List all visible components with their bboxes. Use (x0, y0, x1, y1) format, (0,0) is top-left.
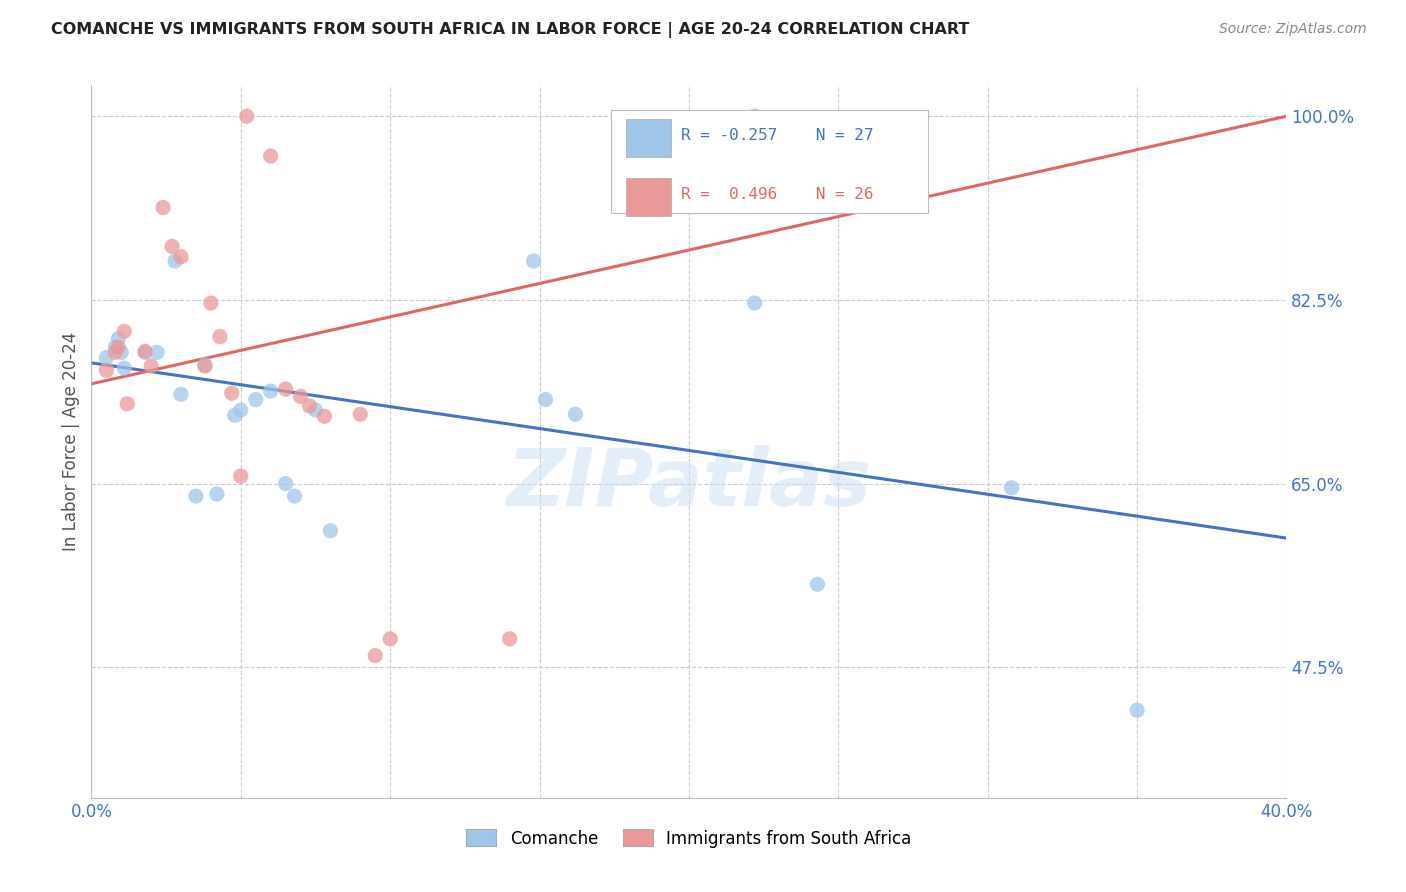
Text: R =  0.496    N = 26: R = 0.496 N = 26 (681, 186, 873, 202)
Point (107, 332, 129, 346)
Point (194, 359, 217, 373)
Point (259, 149, 281, 163)
Point (96, 363, 118, 377)
Point (115, 397, 138, 411)
Point (141, 359, 163, 373)
Point (564, 407, 586, 421)
Point (112, 361, 135, 376)
Point (1126, 703, 1149, 717)
Point (134, 345, 156, 359)
Point (259, 384, 281, 399)
Point (194, 358, 217, 372)
FancyBboxPatch shape (626, 178, 671, 216)
Point (163, 254, 186, 268)
Point (224, 409, 246, 423)
Point (380, 632, 402, 646)
Point (110, 345, 132, 359)
Point (170, 387, 193, 401)
Point (229, 403, 252, 417)
Legend: Comanche, Immigrants from South Africa: Comanche, Immigrants from South Africa (460, 822, 918, 855)
Point (96, 351, 118, 365)
Point (208, 329, 231, 343)
FancyBboxPatch shape (612, 110, 928, 213)
Point (534, 392, 557, 407)
Point (221, 386, 243, 401)
Point (1001, 481, 1024, 495)
Point (146, 345, 169, 359)
Point (274, 476, 297, 491)
Point (349, 407, 371, 421)
Point (235, 109, 259, 123)
Y-axis label: In Labor Force | Age 20-24: In Labor Force | Age 20-24 (62, 332, 80, 551)
Point (298, 399, 321, 413)
Point (499, 632, 522, 646)
Point (744, 296, 766, 310)
Point (160, 239, 183, 253)
Point (364, 648, 387, 663)
Point (107, 340, 129, 354)
Point (304, 403, 326, 417)
Text: R = -0.257    N = 27: R = -0.257 N = 27 (681, 128, 873, 143)
Point (104, 345, 127, 359)
Point (170, 250, 193, 264)
Point (152, 201, 174, 215)
Point (319, 524, 342, 538)
Point (184, 489, 207, 503)
Point (744, 109, 766, 123)
Point (200, 296, 222, 310)
Point (112, 324, 135, 338)
Text: COMANCHE VS IMMIGRANTS FROM SOUTH AFRICA IN LABOR FORCE | AGE 20-24 CORRELATION : COMANCHE VS IMMIGRANTS FROM SOUTH AFRICA… (51, 22, 969, 38)
FancyBboxPatch shape (626, 120, 671, 156)
Point (284, 489, 307, 503)
Point (104, 340, 127, 354)
Point (806, 577, 828, 591)
Point (290, 389, 312, 403)
Point (523, 254, 546, 268)
Text: ZIPatlas: ZIPatlas (506, 445, 872, 524)
Point (314, 409, 336, 424)
Point (245, 392, 267, 407)
Point (229, 469, 252, 483)
Text: Source: ZipAtlas.com: Source: ZipAtlas.com (1219, 22, 1367, 37)
Point (274, 382, 297, 396)
Point (134, 344, 156, 359)
Point (205, 487, 228, 501)
